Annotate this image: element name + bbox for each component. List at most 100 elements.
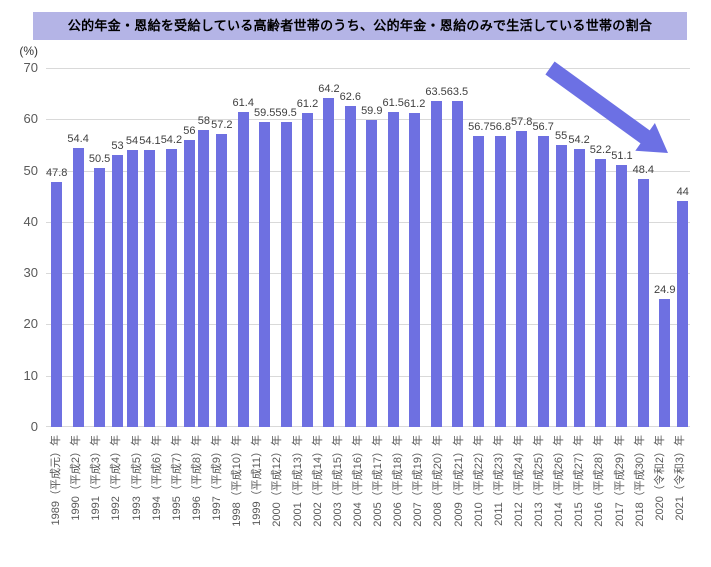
bar [198, 129, 210, 427]
bar [516, 130, 528, 427]
x-axis-label: 1999（平成11）年 [251, 435, 264, 526]
bar [494, 135, 506, 427]
x-axis-label: 1991（平成3）年 [90, 435, 103, 521]
bar-value-label: 47.8 [46, 166, 68, 179]
bar [51, 181, 63, 427]
bar [637, 178, 649, 427]
bar-value-label: 61.2 [296, 98, 319, 111]
bar-slot: 59.5 [275, 106, 297, 427]
bar-value-label: 56.8 [489, 120, 512, 133]
bar [387, 111, 399, 427]
y-axis-tick-label: 20 [23, 316, 38, 332]
bar [72, 148, 84, 427]
bar-slot: 61.2 [297, 98, 318, 427]
bar-value-label: 59.5 [275, 106, 297, 119]
bar-slot: 55 [554, 130, 569, 427]
bar [659, 299, 671, 427]
bar-slot: 61.2 [404, 98, 425, 427]
bar-value-label: 24.9 [654, 284, 676, 297]
x-axis-label: 2000（平成12）年 [271, 435, 284, 527]
bar-value-label: 54.2 [568, 134, 590, 147]
bar [144, 149, 156, 427]
bar-slot: 24.9 [654, 284, 675, 427]
bar [430, 101, 442, 427]
x-axis-label: 2003（平成15）年 [331, 435, 344, 527]
bar-slot: 57.2 [211, 119, 233, 427]
x-axis-label: 2009（平成21）年 [452, 435, 465, 527]
gridline [46, 68, 690, 69]
bar-slot: 56 [182, 125, 197, 427]
bar-value-label: 52.2 [589, 144, 612, 157]
y-axis-unit-label: (%) [19, 44, 38, 58]
bar-slot: 48.4 [633, 164, 654, 427]
bar [183, 139, 195, 427]
bar [237, 112, 249, 427]
bar [537, 136, 549, 427]
bar-value-label: 54.2 [160, 134, 183, 147]
x-axis-label: 1994（平成6）年 [150, 435, 163, 521]
x-axis-label: 1990（平成2）年 [70, 435, 83, 521]
chart-title: 公的年金・恩給を受給している高齢者世帯のうち、公的年金・恩給のみで生活している世… [33, 12, 687, 40]
bar [451, 101, 463, 427]
x-axis-label: 2010（平成22）年 [472, 435, 485, 527]
bar-slot: 57.8 [511, 116, 532, 427]
bar-slot: 54.1 [139, 134, 161, 427]
bar-slot: 61.5 [382, 97, 404, 427]
bar [409, 113, 421, 427]
bar-slot: 56.7 [532, 121, 554, 427]
bar-slot: 61.4 [233, 97, 254, 427]
bar-value-label: 61.2 [403, 98, 426, 111]
bar-slot: 59.5 [254, 107, 275, 427]
bar-value-label: 61.4 [232, 97, 254, 110]
x-axis-label: 1998（平成10）年 [231, 435, 244, 527]
bar-value-label: 56.7 [468, 121, 490, 134]
x-axis-label: 2006（平成18）年 [392, 435, 405, 527]
bar-slot: 51.1 [611, 149, 633, 427]
y-axis-tick-label: 10 [23, 367, 38, 383]
bar-slot: 56.8 [490, 121, 511, 427]
x-axis-label: 2004（平成16）年 [351, 435, 364, 527]
x-axis-label: 2016（平成28）年 [593, 435, 606, 527]
bar-slot: 54 [125, 135, 140, 427]
bar-slot: 58 [197, 115, 212, 427]
bar-value-label: 54.1 [139, 134, 161, 147]
bar-value-label: 63.5 [446, 86, 469, 99]
x-axis-label: 2014（平成26）年 [553, 435, 566, 527]
bar [94, 168, 106, 427]
x-axis-label: 1992（平成4）年 [110, 435, 123, 521]
bar-value-label: 44 [676, 186, 689, 199]
bar [366, 119, 378, 427]
bar-slot: 54.2 [568, 134, 590, 427]
downward-trend-arrow-icon [545, 61, 668, 153]
bar-slot: 59.9 [361, 105, 382, 427]
bar-value-label: 56.7 [532, 121, 554, 134]
bar-slot: 54.2 [161, 134, 182, 427]
bar [112, 155, 124, 427]
x-axis-label: 2002（平成14）年 [311, 435, 324, 527]
bar-value-label: 51.1 [611, 149, 633, 162]
bar-slot: 50.5 [89, 153, 110, 427]
bar [555, 144, 567, 427]
bar-slot: 56.7 [468, 121, 490, 427]
x-axis-label: 2018（平成30）年 [633, 435, 646, 527]
bar [126, 150, 138, 427]
y-axis-tick-label: 30 [23, 265, 38, 281]
bar [302, 113, 313, 427]
bar-value-label: 50.5 [88, 153, 111, 166]
x-axis-label: 1993（平成5）年 [130, 435, 143, 521]
bar-slot: 53 [110, 140, 125, 427]
bar-value-label: 54 [125, 135, 139, 148]
bar [259, 121, 271, 427]
bar-slot: 54.4 [67, 133, 89, 427]
bar [473, 136, 485, 427]
bar [616, 164, 628, 427]
bar-value-label: 53 [111, 140, 124, 153]
bar-slot: 47.8 [46, 167, 67, 427]
bar [677, 201, 689, 427]
x-axis-label: 1996（平成8）年 [190, 435, 203, 521]
bar-slot: 63.5 [425, 86, 447, 427]
bar-slot: 62.6 [340, 91, 361, 427]
bar-value-label: 58 [197, 114, 210, 127]
x-axis-label: 2017（平成29）年 [613, 435, 626, 527]
